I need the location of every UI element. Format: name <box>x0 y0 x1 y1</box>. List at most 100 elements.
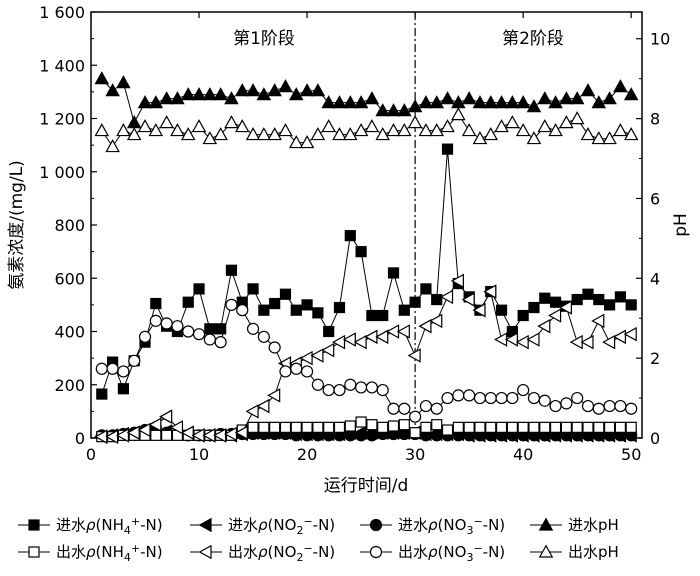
data-point <box>213 428 227 443</box>
legend-label-part: 出水 <box>228 543 258 561</box>
x-tick-label: 0 <box>86 445 96 464</box>
data-point <box>472 95 488 109</box>
y-right-tick-label: 0 <box>650 429 660 448</box>
data-point <box>494 119 509 133</box>
data-point <box>353 95 369 109</box>
legend-label-part: -N) <box>140 516 163 534</box>
legend-marker <box>538 544 554 558</box>
data-point <box>537 91 553 105</box>
data-point <box>191 87 207 101</box>
data-point <box>474 421 486 433</box>
data-point <box>591 131 607 145</box>
data-point <box>128 354 141 367</box>
data-point <box>311 378 324 391</box>
data-point <box>116 123 131 137</box>
data-point <box>569 91 585 105</box>
legend-label-part: 进水pH <box>568 516 619 534</box>
legend-label-part: 进水 <box>398 516 428 534</box>
data-point <box>461 292 475 307</box>
legend-label-part: (NH <box>96 516 124 534</box>
legend-label-part: 4 <box>124 524 131 537</box>
data-point <box>353 334 367 350</box>
y-right-tick-label: 8 <box>650 110 660 129</box>
data-point <box>558 300 572 315</box>
data-point <box>279 365 292 378</box>
data-point <box>137 95 153 109</box>
x-tick-label: 50 <box>621 445 641 464</box>
data-point <box>506 391 519 405</box>
legend-label-part: 3 <box>466 551 473 564</box>
data-point <box>310 348 324 363</box>
data-point <box>312 421 324 433</box>
legend-label-part: (NO <box>268 516 297 534</box>
data-point <box>344 230 356 242</box>
data-point <box>332 334 346 350</box>
data-point <box>517 309 529 322</box>
series-3 <box>94 71 639 129</box>
data-point <box>483 95 499 109</box>
data-point <box>504 332 518 347</box>
data-point <box>182 296 194 308</box>
data-point <box>603 299 616 311</box>
data-point <box>539 421 551 433</box>
data-point <box>517 383 530 397</box>
legend-label-part: -N) <box>483 543 506 561</box>
data-point <box>625 402 638 415</box>
data-point <box>333 301 346 314</box>
legend-label-part: 出水 <box>398 543 428 561</box>
data-point <box>409 410 422 423</box>
data-point <box>592 402 605 415</box>
data-point <box>105 83 120 97</box>
data-point <box>483 127 499 141</box>
data-point <box>290 304 302 316</box>
legend-item: 进水ρ(NO2−-N) <box>190 515 335 537</box>
legend-label-part: (NH <box>96 543 124 561</box>
data-point <box>495 421 508 433</box>
data-point <box>505 115 520 129</box>
data-point <box>418 318 432 334</box>
data-point <box>116 75 131 89</box>
data-point <box>355 246 367 258</box>
data-point <box>548 95 563 109</box>
data-point <box>268 341 281 354</box>
data-point <box>225 264 238 276</box>
series-0 <box>96 143 637 400</box>
data-point <box>571 391 584 405</box>
data-point <box>267 127 282 141</box>
data-point <box>246 322 260 335</box>
data-point <box>321 95 336 109</box>
y-left-tick-label: 200 <box>54 376 85 395</box>
y-left-tick-label: 0 <box>75 429 85 448</box>
data-point <box>94 71 110 85</box>
data-point <box>279 421 292 433</box>
data-point <box>440 289 454 305</box>
y-right-tick-label: 10 <box>650 30 670 49</box>
data-point <box>463 421 475 433</box>
data-point <box>407 348 421 363</box>
data-point <box>343 95 358 109</box>
data-point <box>571 421 583 433</box>
data-point <box>603 399 616 413</box>
legend-marker <box>369 518 383 532</box>
data-point <box>148 95 164 109</box>
data-point <box>258 421 270 433</box>
data-point <box>117 365 130 378</box>
data-point <box>582 288 594 300</box>
data-point <box>515 95 531 109</box>
data-point <box>94 123 110 137</box>
legend-label-part: 出水 <box>56 543 86 561</box>
data-point <box>591 95 607 109</box>
data-point <box>279 288 292 300</box>
data-point <box>398 419 410 431</box>
data-point <box>549 296 562 308</box>
legend-marker <box>198 544 212 560</box>
data-point <box>420 283 432 295</box>
data-point <box>215 323 227 335</box>
data-point <box>539 292 551 304</box>
data-point <box>234 119 250 133</box>
data-point <box>559 91 574 105</box>
data-point <box>105 139 120 153</box>
data-point <box>322 383 335 397</box>
data-point <box>333 383 346 397</box>
